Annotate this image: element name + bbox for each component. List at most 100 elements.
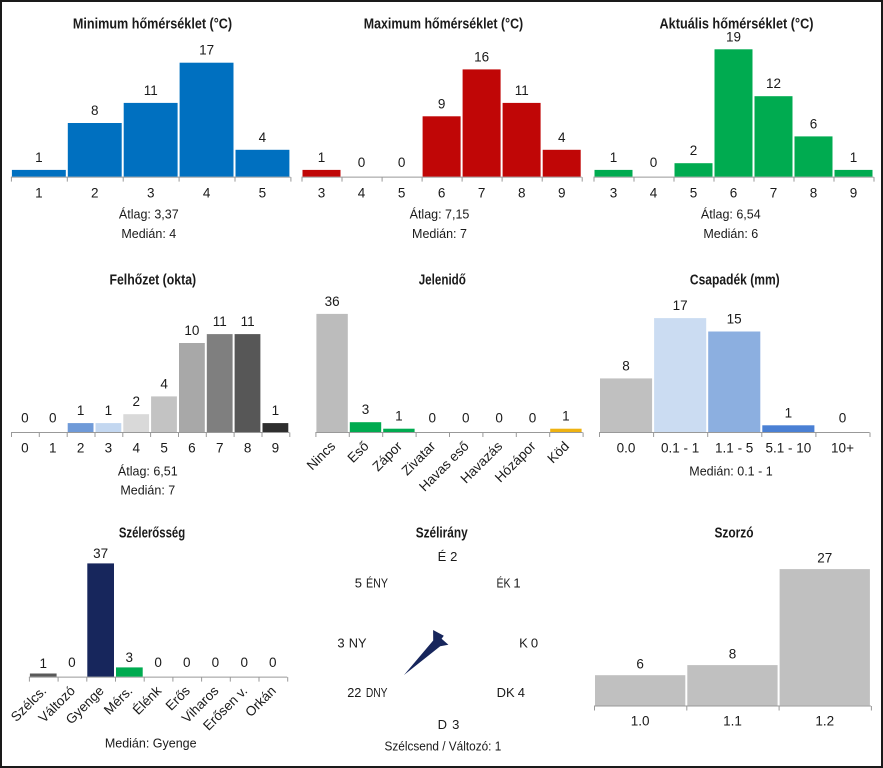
svg-text:4: 4 bbox=[160, 376, 168, 391]
svg-text:3: 3 bbox=[362, 402, 370, 417]
svg-text:Maximum hőmérséklet (°C): Maximum hőmérséklet (°C) bbox=[364, 16, 524, 32]
svg-text:NY: NY bbox=[349, 636, 367, 651]
svg-text:5: 5 bbox=[355, 576, 362, 591]
svg-text:Szélerősség: Szélerősség bbox=[119, 526, 185, 542]
svg-text:Szorzó: Szorzó bbox=[715, 526, 754, 542]
svg-text:0: 0 bbox=[529, 411, 537, 426]
svg-text:Jelenidő: Jelenidő bbox=[419, 272, 466, 288]
svg-text:4: 4 bbox=[259, 130, 267, 145]
svg-text:Aktuális hőmérséklet (°C): Aktuális hőmérséklet (°C) bbox=[660, 16, 814, 32]
svg-text:7: 7 bbox=[216, 441, 224, 456]
svg-text:0: 0 bbox=[68, 655, 76, 670]
svg-text:2: 2 bbox=[91, 186, 99, 201]
svg-text:0: 0 bbox=[212, 655, 220, 670]
svg-text:1: 1 bbox=[513, 576, 520, 591]
svg-text:Átlag: 7,15: Átlag: 7,15 bbox=[410, 207, 470, 222]
svg-text:11: 11 bbox=[241, 314, 255, 329]
svg-text:5: 5 bbox=[690, 186, 698, 201]
svg-text:1: 1 bbox=[562, 409, 570, 424]
svg-text:Eső: Eső bbox=[345, 439, 372, 466]
svg-text:Csapadék (mm): Csapadék (mm) bbox=[690, 272, 780, 288]
svg-text:1: 1 bbox=[850, 150, 858, 165]
svg-text:0: 0 bbox=[21, 411, 29, 426]
svg-text:0.1 - 1: 0.1 - 1 bbox=[661, 441, 699, 456]
svg-text:Köd: Köd bbox=[544, 439, 572, 467]
svg-text:1: 1 bbox=[395, 409, 403, 424]
svg-text:7: 7 bbox=[770, 186, 778, 201]
svg-text:3: 3 bbox=[452, 717, 459, 732]
svg-text:DK: DK bbox=[497, 685, 515, 700]
svg-text:0: 0 bbox=[531, 636, 538, 651]
svg-text:6: 6 bbox=[730, 186, 738, 201]
svg-text:Átlag: 6,51: Átlag: 6,51 bbox=[118, 464, 178, 479]
svg-text:Medián: 7: Medián: 7 bbox=[120, 484, 175, 498]
svg-text:ÉNY: ÉNY bbox=[366, 576, 388, 591]
svg-text:0: 0 bbox=[49, 411, 57, 426]
svg-text:6: 6 bbox=[636, 657, 644, 672]
svg-text:1.1 - 5: 1.1 - 5 bbox=[715, 441, 753, 456]
svg-text:5.1 - 10: 5.1 - 10 bbox=[766, 441, 812, 456]
svg-text:1: 1 bbox=[35, 150, 43, 165]
svg-text:É: É bbox=[438, 549, 447, 564]
svg-text:1: 1 bbox=[49, 441, 57, 456]
svg-text:8: 8 bbox=[518, 186, 526, 201]
svg-text:17: 17 bbox=[673, 298, 688, 313]
svg-text:4: 4 bbox=[203, 186, 211, 201]
svg-text:2: 2 bbox=[132, 394, 140, 409]
svg-text:1: 1 bbox=[35, 186, 43, 201]
svg-text:Medián: 7: Medián: 7 bbox=[412, 227, 467, 241]
svg-text:4: 4 bbox=[650, 186, 658, 201]
svg-text:15: 15 bbox=[727, 312, 742, 327]
svg-text:0: 0 bbox=[269, 655, 277, 670]
svg-text:4: 4 bbox=[132, 441, 140, 456]
svg-text:1: 1 bbox=[318, 150, 326, 165]
svg-text:0: 0 bbox=[495, 411, 503, 426]
svg-text:19: 19 bbox=[726, 29, 741, 44]
svg-text:3: 3 bbox=[318, 186, 326, 201]
svg-text:9: 9 bbox=[438, 96, 446, 111]
svg-text:Medián: 6: Medián: 6 bbox=[703, 227, 758, 241]
svg-text:17: 17 bbox=[199, 43, 214, 58]
svg-text:Átlag: 3,37: Átlag: 3,37 bbox=[119, 207, 179, 222]
svg-text:Medián: Gyenge: Medián: Gyenge bbox=[105, 737, 197, 751]
svg-text:0: 0 bbox=[21, 441, 29, 456]
svg-text:Szélcsend / Változó: 1: Szélcsend / Változó: 1 bbox=[385, 739, 502, 753]
svg-text:5: 5 bbox=[259, 186, 267, 201]
svg-text:37: 37 bbox=[93, 546, 108, 561]
svg-text:22: 22 bbox=[347, 685, 361, 700]
svg-text:9: 9 bbox=[558, 186, 566, 201]
svg-text:1.0: 1.0 bbox=[631, 714, 650, 729]
svg-text:3: 3 bbox=[337, 636, 344, 651]
svg-text:4: 4 bbox=[558, 130, 566, 145]
svg-text:1: 1 bbox=[785, 405, 793, 420]
svg-text:3: 3 bbox=[105, 441, 113, 456]
svg-text:1.2: 1.2 bbox=[815, 714, 834, 729]
svg-text:7: 7 bbox=[478, 186, 486, 201]
svg-text:11: 11 bbox=[515, 83, 529, 98]
svg-text:0: 0 bbox=[183, 655, 191, 670]
svg-text:3: 3 bbox=[147, 186, 155, 201]
svg-text:16: 16 bbox=[474, 49, 489, 64]
svg-text:10+: 10+ bbox=[831, 441, 854, 456]
svg-text:4: 4 bbox=[518, 685, 525, 700]
svg-text:0: 0 bbox=[398, 155, 406, 170]
svg-text:3: 3 bbox=[610, 186, 618, 201]
svg-text:6: 6 bbox=[438, 186, 446, 201]
svg-text:6: 6 bbox=[810, 116, 818, 131]
svg-text:2: 2 bbox=[77, 441, 85, 456]
svg-text:11: 11 bbox=[213, 314, 227, 329]
svg-text:Átlag: 6,54: Átlag: 6,54 bbox=[701, 207, 761, 222]
svg-text:0.0: 0.0 bbox=[617, 441, 636, 456]
svg-text:1.1: 1.1 bbox=[723, 714, 742, 729]
svg-text:Nincs: Nincs bbox=[304, 438, 339, 473]
svg-text:Medián: 4: Medián: 4 bbox=[121, 227, 176, 241]
svg-text:2: 2 bbox=[690, 143, 698, 158]
svg-text:Minimum hőmérséklet (°C): Minimum hőmérséklet (°C) bbox=[73, 16, 232, 32]
svg-text:9: 9 bbox=[850, 186, 858, 201]
svg-text:1: 1 bbox=[610, 150, 618, 165]
svg-text:5: 5 bbox=[398, 186, 406, 201]
svg-text:Szélirány: Szélirány bbox=[416, 526, 468, 542]
svg-text:1: 1 bbox=[39, 656, 47, 671]
svg-text:8: 8 bbox=[729, 647, 737, 662]
svg-text:4: 4 bbox=[358, 186, 366, 201]
